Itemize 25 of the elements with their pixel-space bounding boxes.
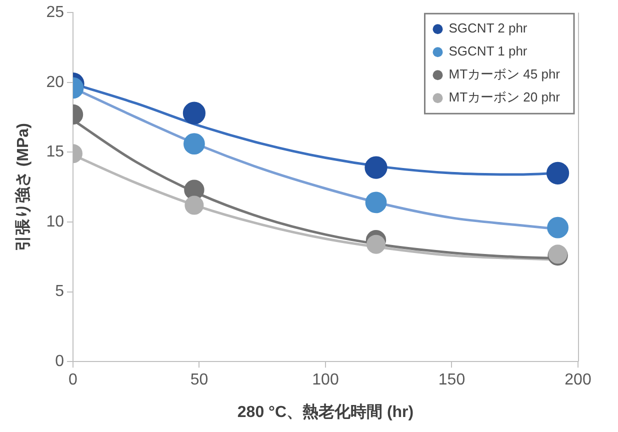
y-axis-title: 引張り強さ (MPa) xyxy=(14,123,32,252)
x-tick-label: 150 xyxy=(438,372,466,389)
x-tick-label: 200 xyxy=(564,372,592,389)
point xyxy=(546,162,570,184)
point xyxy=(364,156,388,179)
y-tick-label: 5 xyxy=(55,283,64,300)
legend-label: SGCNT 1 phr xyxy=(448,44,528,59)
legend-label: MTカーボン 20 phr xyxy=(448,90,561,105)
point xyxy=(365,192,387,214)
x-axis-title: 280 °C、熱老化時間 (hr) xyxy=(237,402,414,421)
y-tick-label: 25 xyxy=(46,4,64,22)
y-tick-label: 20 xyxy=(46,74,64,91)
legend-label: SGCNT 2 phr xyxy=(448,20,528,36)
x-tick-label: 100 xyxy=(312,372,339,389)
point xyxy=(547,216,568,238)
y-tick-label: 0 xyxy=(55,353,64,370)
y-tick-label: 10 xyxy=(46,213,64,230)
y-tick-label: 15 xyxy=(46,144,64,161)
point xyxy=(182,102,206,124)
x-tick-label: 50 xyxy=(190,372,208,389)
point xyxy=(366,234,386,254)
legend-label: MTカーボン 45 phr xyxy=(448,66,561,82)
point xyxy=(184,133,205,155)
point xyxy=(184,196,204,215)
x-tick-label: 0 xyxy=(68,372,78,389)
